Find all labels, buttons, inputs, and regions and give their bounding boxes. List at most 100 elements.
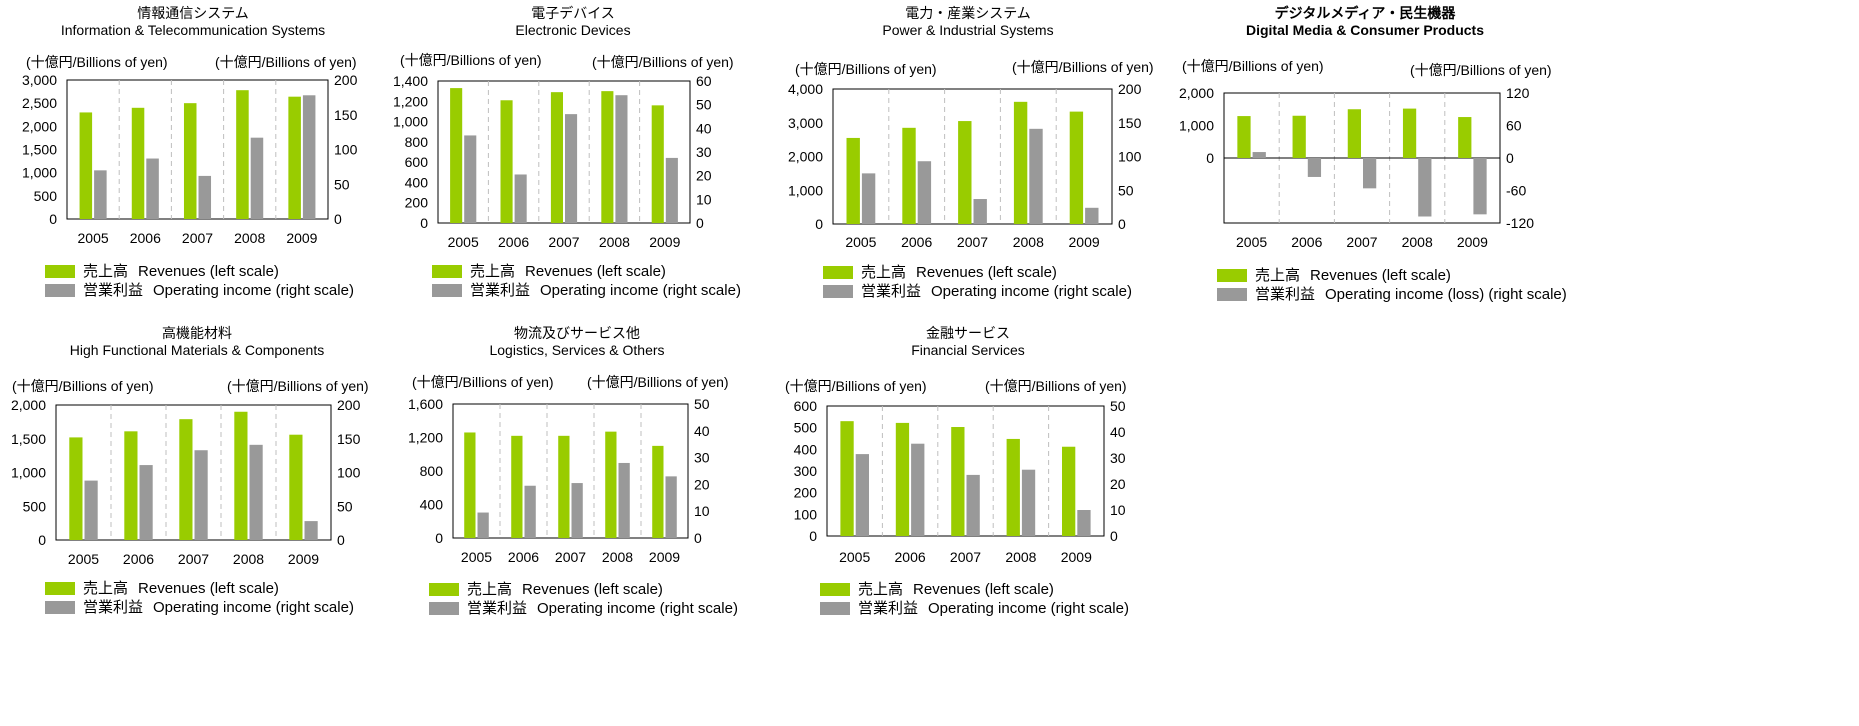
chart-title-en: Power & Industrial Systems — [882, 22, 1054, 38]
left-tick-label: 400 — [420, 497, 444, 513]
right-axis-unit: (十億円/Billions of yen) — [592, 54, 734, 70]
left-tick-label: 3,000 — [788, 115, 823, 131]
income-bar — [146, 158, 159, 219]
chart-6: 1,600 1,200 800 400 0 50 40 30 20 10 0 2005 2006 2007… — [408, 396, 710, 565]
right-tick-label: 0 — [1506, 150, 1514, 166]
left-axis-unit: (十億円/Billions of yen) — [785, 378, 927, 394]
plot-area — [66, 79, 329, 220]
income-bar — [861, 173, 876, 224]
revenue-bar — [124, 431, 138, 540]
chart-title-en: Financial Services — [911, 342, 1025, 358]
legend-label-jp: 営業利益 — [1255, 286, 1316, 303]
right-axis-unit: (十億円/Billions of yen) — [1410, 62, 1552, 78]
revenue-bar — [895, 422, 910, 536]
left-tick-label: 100 — [794, 506, 818, 522]
legend-label-en: Operating income (loss) (right scale) — [1325, 286, 1567, 303]
left-tick-label: 1,500 — [11, 431, 46, 447]
chart-legend: 売上高 Revenues (left scale) 営業利益 Operating in… — [432, 262, 741, 300]
chart-legend: 売上高 Revenues (left scale) 営業利益 Operating in… — [823, 263, 1132, 301]
income-bar — [302, 95, 316, 219]
revenue-bar — [1402, 108, 1417, 158]
left-tick-label: 0 — [815, 216, 823, 232]
category-label: 2005 — [461, 549, 492, 565]
plot-area — [452, 403, 689, 539]
plot-area — [437, 80, 691, 224]
revenue-bar — [450, 88, 463, 223]
left-tick-label: 0 — [420, 215, 428, 231]
right-tick-label: 150 — [334, 107, 358, 123]
legend-income: 営業利益 Operating income (right scale) — [823, 282, 1132, 301]
revenue-bar — [550, 92, 563, 224]
right-axis-unit: (十億円/Billions of yen) — [1012, 59, 1154, 75]
legend-swatch — [1217, 269, 1247, 282]
legend-swatch — [45, 601, 75, 614]
revenue-bar — [289, 434, 303, 540]
revenue-bar — [236, 90, 249, 220]
income-bar — [464, 135, 477, 223]
legend-revenues: 売上高 Revenues (left scale) — [1217, 266, 1567, 285]
left-axis-unit: (十億円/Billions of yen) — [1182, 58, 1324, 74]
chart-legend: 売上高 Revenues (left scale) 営業利益 Operating in… — [429, 580, 738, 618]
chart-title-en: Digital Media & Consumer Products — [1245, 22, 1485, 38]
chart-title-jp: 電力・産業システム — [905, 5, 1031, 21]
right-axis-unit: (十億円/Billions of yen) — [985, 378, 1127, 394]
right-tick-label: 20 — [696, 168, 712, 184]
revenue-bar — [500, 100, 513, 223]
right-tick-label: 150 — [337, 431, 361, 447]
legend-swatch — [429, 602, 459, 615]
category-label: 2009 — [1457, 234, 1488, 250]
chart-title-en: High Functional Materials & Components — [69, 342, 325, 358]
category-label: 2007 — [548, 234, 579, 250]
right-tick-label: 0 — [1118, 216, 1126, 232]
legend-label-en: Operating income (right scale) — [931, 283, 1132, 300]
right-tick-label: 20 — [1110, 476, 1126, 492]
left-tick-label: 0 — [435, 530, 443, 546]
category-label: 2008 — [234, 230, 265, 246]
left-axis-unit: (十億円/Billions of yen) — [26, 54, 168, 70]
revenue-bar — [464, 432, 476, 538]
chart-1: 3,0002,5002,0001,5001,000500020015010050… — [22, 72, 358, 246]
income-bar — [1252, 152, 1266, 158]
legend-income: 営業利益 Operating income (right scale) — [429, 599, 738, 618]
legend-income: 営業利益 Operating income (right scale) — [820, 599, 1129, 618]
left-tick-label: 0 — [1206, 150, 1214, 166]
income-bar — [911, 443, 925, 536]
legend-label-en: Operating income (right scale) — [540, 282, 741, 299]
chart-title-en: Information & Telecommunication Systems — [60, 22, 326, 38]
legend-revenues: 売上高 Revenues (left scale) — [429, 580, 738, 599]
plot-area — [55, 404, 332, 541]
revenue-bar — [951, 427, 965, 536]
left-tick-label: 1,200 — [408, 430, 443, 446]
right-tick-label: 120 — [1506, 85, 1530, 101]
right-tick-label: 30 — [1110, 450, 1126, 466]
chart-title-en: Electronic Devices — [515, 22, 631, 38]
left-tick-label: 2,000 — [788, 149, 823, 165]
left-tick-label: 600 — [794, 398, 818, 414]
left-tick-label: 1,000 — [11, 465, 46, 481]
legend-label-jp: 売上高 — [83, 263, 129, 280]
right-tick-label: 0 — [334, 211, 342, 227]
income-bar — [94, 170, 107, 219]
right-tick-label: 60 — [1506, 118, 1522, 134]
income-bar — [1307, 158, 1322, 177]
revenue-bar — [79, 112, 93, 219]
legend-swatch — [432, 284, 462, 297]
legend-label-jp: 営業利益 — [83, 599, 144, 616]
right-tick-label: 200 — [337, 397, 361, 413]
legend-revenues: 売上高 Revenues (left scale) — [45, 579, 354, 598]
category-label: 2008 — [233, 551, 264, 567]
category-label: 2008 — [1013, 234, 1044, 250]
right-tick-label: 200 — [334, 72, 358, 88]
revenue-bar — [1013, 101, 1028, 224]
revenue-bar — [1458, 117, 1472, 158]
legend-swatch — [432, 265, 462, 278]
income-bar — [966, 474, 980, 536]
left-tick-label: 2,500 — [22, 95, 57, 111]
revenue-bar — [183, 103, 197, 219]
right-tick-label: 50 — [1118, 182, 1134, 198]
legend-label-en: Operating income (right scale) — [537, 600, 738, 617]
chart-legend: 売上高 Revenues (left scale) 営業利益 Operating in… — [45, 579, 354, 617]
income-bar — [1077, 510, 1091, 536]
left-axis-unit: (十億円/Billions of yen) — [412, 374, 554, 390]
